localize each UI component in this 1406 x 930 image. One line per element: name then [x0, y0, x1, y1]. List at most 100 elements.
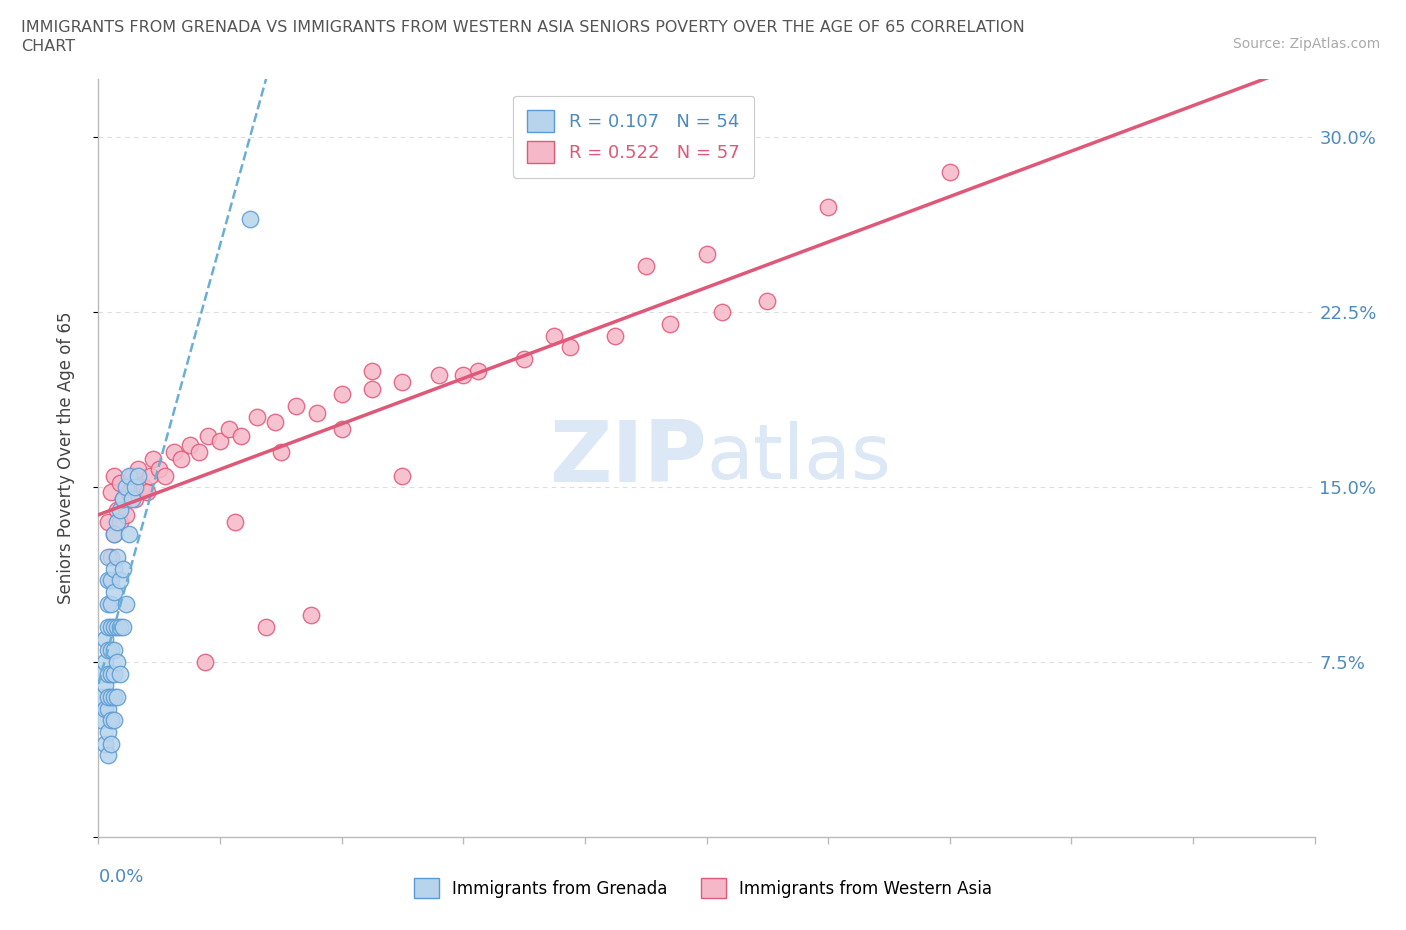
Point [194, 655, 217, 670]
Point [90, 666, 112, 681]
Point [111, 619, 134, 634]
Point [100, 690, 122, 705]
Point [209, 433, 232, 448]
Point [263, 415, 285, 430]
Point [127, 461, 149, 476]
Point [453, 367, 475, 382]
Point [111, 562, 134, 577]
Point [100, 573, 122, 588]
Point [361, 382, 384, 397]
Point [231, 429, 253, 444]
Point [90, 690, 112, 705]
Point [96, 690, 118, 705]
Point [103, 666, 125, 681]
Point [254, 619, 277, 634]
Point [307, 405, 329, 420]
Point [96, 666, 118, 681]
Point [142, 452, 165, 467]
Point [103, 585, 125, 600]
Text: CHART: CHART [21, 39, 75, 54]
Point [124, 480, 146, 495]
Point [96, 550, 118, 565]
Point [817, 200, 839, 215]
Point [108, 666, 131, 681]
Point [105, 655, 128, 670]
Point [710, 305, 733, 320]
Point [124, 491, 146, 506]
Point [96, 619, 118, 634]
Point [103, 643, 125, 658]
Legend: Immigrants from Grenada, Immigrants from Western Asia: Immigrants from Grenada, Immigrants from… [408, 871, 998, 905]
Point [391, 375, 413, 390]
Text: atlas: atlas [707, 421, 891, 495]
Point [427, 367, 450, 382]
Point [179, 438, 201, 453]
Point [187, 445, 209, 459]
Point [361, 363, 384, 378]
Point [100, 666, 122, 681]
Point [103, 468, 125, 483]
Point [105, 619, 128, 634]
Point [100, 619, 122, 634]
Point [756, 293, 779, 308]
Point [103, 562, 125, 577]
Point [93, 678, 115, 693]
Point [96, 514, 118, 529]
Point [96, 643, 118, 658]
Point [103, 713, 125, 728]
Point [114, 596, 136, 611]
Point [93, 655, 115, 670]
Point [108, 503, 131, 518]
Point [114, 508, 136, 523]
Point [391, 468, 413, 483]
Point [100, 596, 122, 611]
Point [543, 328, 565, 343]
Point [121, 468, 143, 483]
Point [93, 701, 115, 716]
Point [114, 480, 136, 495]
Point [105, 690, 128, 705]
Point [224, 514, 246, 529]
Point [96, 573, 118, 588]
Point [100, 550, 122, 565]
Point [100, 643, 122, 658]
Point [93, 631, 115, 646]
Point [118, 526, 141, 541]
Point [111, 491, 134, 506]
Point [127, 468, 149, 483]
Text: Source: ZipAtlas.com: Source: ZipAtlas.com [1233, 37, 1381, 51]
Point [136, 485, 159, 499]
Point [100, 737, 122, 751]
Point [299, 608, 322, 623]
Point [100, 713, 122, 728]
Point [96, 724, 118, 739]
Text: 0.0%: 0.0% [98, 868, 143, 885]
Point [155, 468, 177, 483]
Point [330, 387, 353, 402]
Point [659, 316, 682, 331]
Point [696, 246, 718, 261]
Point [634, 259, 657, 273]
Point [90, 713, 112, 728]
Point [239, 211, 262, 226]
Point [118, 485, 141, 499]
Legend: R = 0.107   N = 54, R = 0.522   N = 57: R = 0.107 N = 54, R = 0.522 N = 57 [513, 96, 754, 178]
Point [132, 480, 155, 495]
Point [939, 165, 962, 179]
Point [100, 485, 122, 499]
Text: IMMIGRANTS FROM GRENADA VS IMMIGRANTS FROM WESTERN ASIA SENIORS POVERTY OVER THE: IMMIGRANTS FROM GRENADA VS IMMIGRANTS FR… [21, 20, 1025, 35]
Point [105, 514, 128, 529]
Point [103, 526, 125, 541]
Point [467, 363, 489, 378]
Point [108, 619, 131, 634]
Point [270, 445, 292, 459]
Point [96, 748, 118, 763]
Point [108, 514, 131, 529]
Point [121, 491, 143, 506]
Point [139, 468, 162, 483]
Point [245, 410, 267, 425]
Point [330, 421, 353, 436]
Point [148, 461, 170, 476]
Point [118, 468, 141, 483]
Point [108, 475, 131, 490]
